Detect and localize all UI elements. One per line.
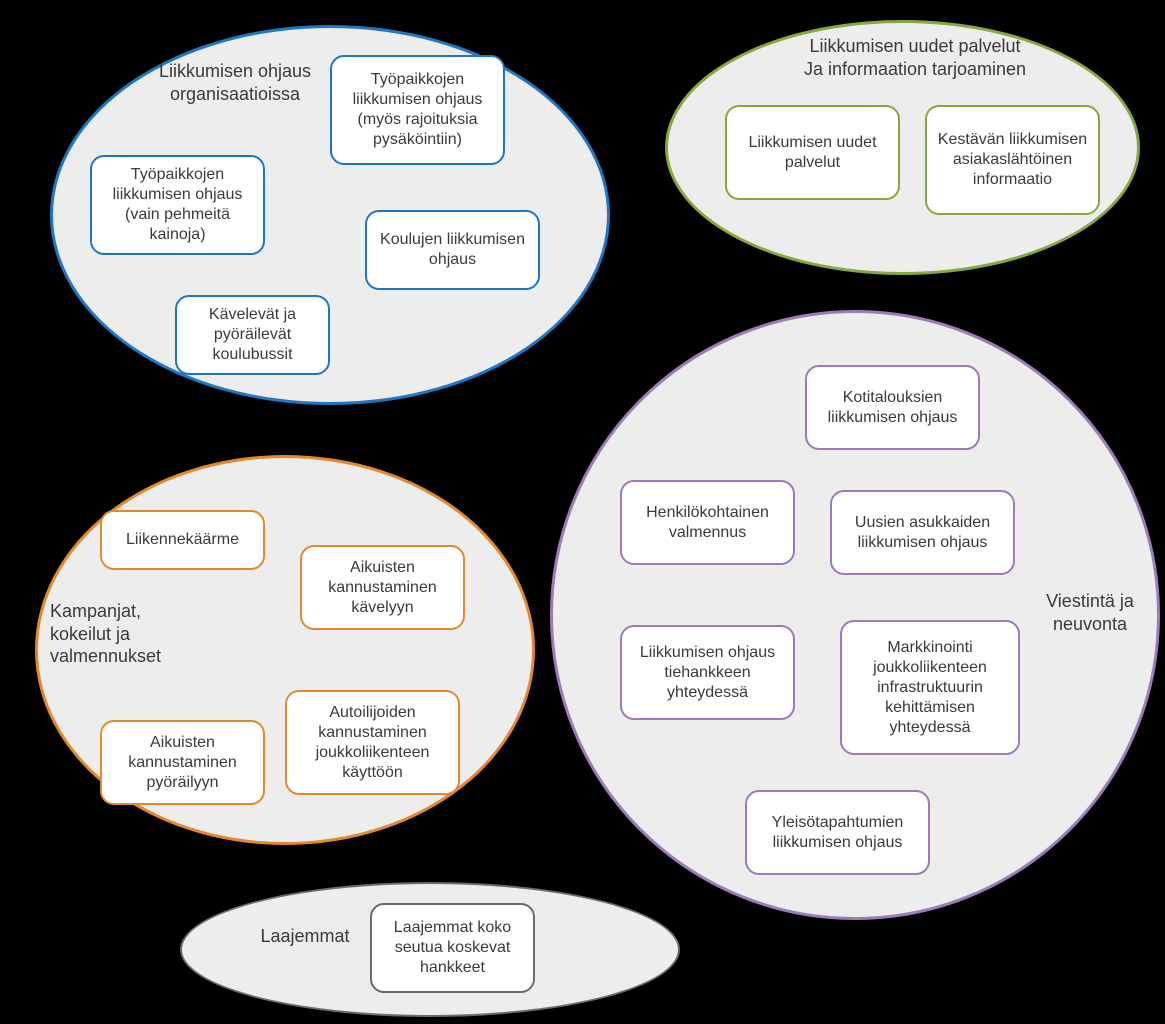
box-blue-0: Työpaikkojen liikkumisen ohjaus (vain pe…	[90, 155, 265, 255]
group-title-green: Liikkumisen uudet palvelutJa informaatio…	[775, 35, 1055, 80]
box-blue-2: Koulujen liikkumisen ohjaus	[365, 210, 540, 290]
diagram-stage: Liikkumisen ohjausorganisaatioissa Työpa…	[0, 0, 1165, 1024]
box-purple-4: Markkinointi joukkoliikenteen infrastruk…	[840, 620, 1020, 755]
box-orange-3: Autoilijoiden kannustaminen joukkoliiken…	[285, 690, 460, 795]
box-purple-3: Liikkumisen ohjaus tiehankkeen yhteydess…	[620, 625, 795, 720]
box-green-0: Liikkumisen uudet palvelut	[725, 105, 900, 200]
box-blue-3: Kävelevät ja pyöräilevät koulubussit	[175, 295, 330, 375]
group-title-gray: Laajemmat	[245, 925, 365, 948]
box-gray-0: Laajemmat koko seutua koskevat hankkeet	[370, 903, 535, 993]
box-green-1: Kestävän liikkumisen asiakaslähtöinen in…	[925, 105, 1100, 215]
box-orange-0: Liikennekäärme	[100, 510, 265, 570]
group-title-purple: Viestintä janeuvonta	[1030, 590, 1150, 635]
group-title-orange: Kampanjat,kokeilut javalmennukset	[50, 600, 200, 668]
box-blue-1: Työpaikkojen liikkumisen ohjaus (myös ra…	[330, 55, 505, 165]
box-orange-1: Aikuisten kannustaminen kävelyyn	[300, 545, 465, 630]
group-title-blue: Liikkumisen ohjausorganisaatioissa	[135, 60, 335, 105]
box-purple-2: Uusien asukkaiden liikkumisen ohjaus	[830, 490, 1015, 575]
box-purple-1: Henkilökohtainen valmennus	[620, 480, 795, 565]
box-purple-0: Kotitalouksien liikkumisen ohjaus	[805, 365, 980, 450]
box-purple-5: Yleisötapahtumien liikkumisen ohjaus	[745, 790, 930, 875]
box-orange-2: Aikuisten kannustaminen pyöräilyyn	[100, 720, 265, 805]
